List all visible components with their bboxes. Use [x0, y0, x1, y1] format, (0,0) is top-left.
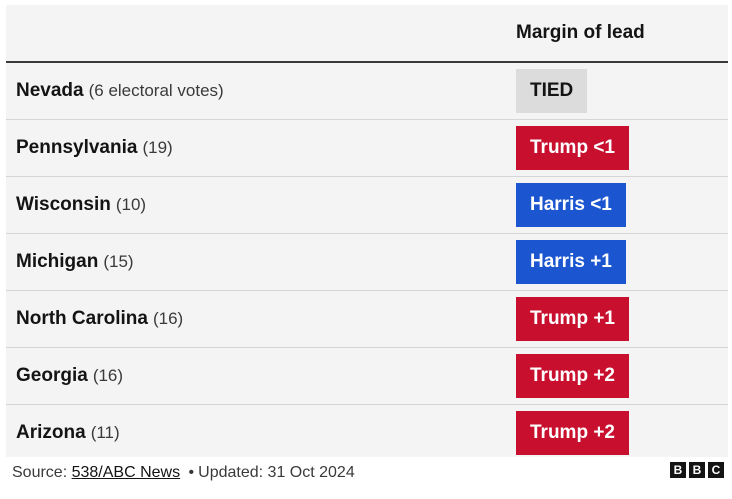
bbc-logo-block: B [689, 462, 705, 478]
polling-table: Margin of lead Nevada (6 electoral votes… [6, 5, 728, 457]
lead-badge: Harris <1 [516, 183, 626, 227]
state-cell: Georgia (16) [16, 348, 123, 404]
state-cell: Arizona (11) [16, 405, 120, 461]
state-cell: Nevada (6 electoral votes) [16, 63, 224, 119]
table-row: North Carolina (16) Trump +1 [6, 291, 728, 348]
state-name: Georgia [16, 365, 88, 386]
table-header: Margin of lead [6, 5, 728, 63]
electoral-votes: (19) [142, 138, 173, 157]
electoral-votes: (6 electoral votes) [88, 81, 224, 100]
source-link[interactable]: 538/ABC News [71, 464, 181, 481]
state-cell: North Carolina (16) [16, 291, 183, 347]
table-row: Michigan (15) Harris +1 [6, 234, 728, 291]
table-row: Pennsylvania (19) Trump <1 [6, 120, 728, 177]
bbc-logo-block: B [670, 462, 686, 478]
electoral-votes: (10) [115, 195, 147, 214]
state-name: North Carolina [16, 308, 148, 329]
source-prefix: Source: [12, 464, 72, 481]
state-name: Pennsylvania [16, 137, 138, 158]
state-name: Wisconsin [16, 194, 111, 215]
state-cell: Pennsylvania (19) [16, 120, 173, 176]
lead-badge: Trump +2 [516, 411, 629, 455]
electoral-votes: (16) [152, 309, 184, 328]
lead-badge: Trump <1 [516, 126, 629, 170]
table-row: Nevada (6 electoral votes) TIED [6, 63, 728, 120]
bbc-logo: B B C [670, 462, 724, 478]
bbc-logo-block: C [708, 462, 724, 478]
table-row: Georgia (16) Trump +2 [6, 348, 728, 405]
state-cell: Michigan (15) [16, 234, 134, 290]
margin-of-lead-header: Margin of lead [516, 22, 645, 43]
electoral-votes: (16) [92, 366, 124, 385]
lead-badge: Trump +2 [516, 354, 629, 398]
lead-badge: TIED [516, 69, 588, 113]
separator-dot: • [188, 464, 195, 481]
electoral-votes: (15) [103, 252, 134, 271]
source-footer: Source: 538/ABC News • Updated: 31 Oct 20… [12, 461, 728, 485]
lead-badge: Trump +1 [516, 297, 629, 341]
electoral-votes: (11) [90, 423, 120, 442]
table-row: Arizona (11) Trump +2 [6, 405, 728, 461]
table-row: Wisconsin (10) Harris <1 [6, 177, 728, 234]
state-cell: Wisconsin (10) [16, 177, 146, 233]
updated-date: Updated: 31 Oct 2024 [198, 464, 355, 481]
state-name: Nevada [16, 80, 84, 101]
lead-badge: Harris +1 [516, 240, 626, 284]
source-line: Source: 538/ABC News • Updated: 31 Oct 20… [12, 464, 355, 482]
state-name: Michigan [16, 251, 99, 272]
state-name: Arizona [16, 422, 86, 443]
